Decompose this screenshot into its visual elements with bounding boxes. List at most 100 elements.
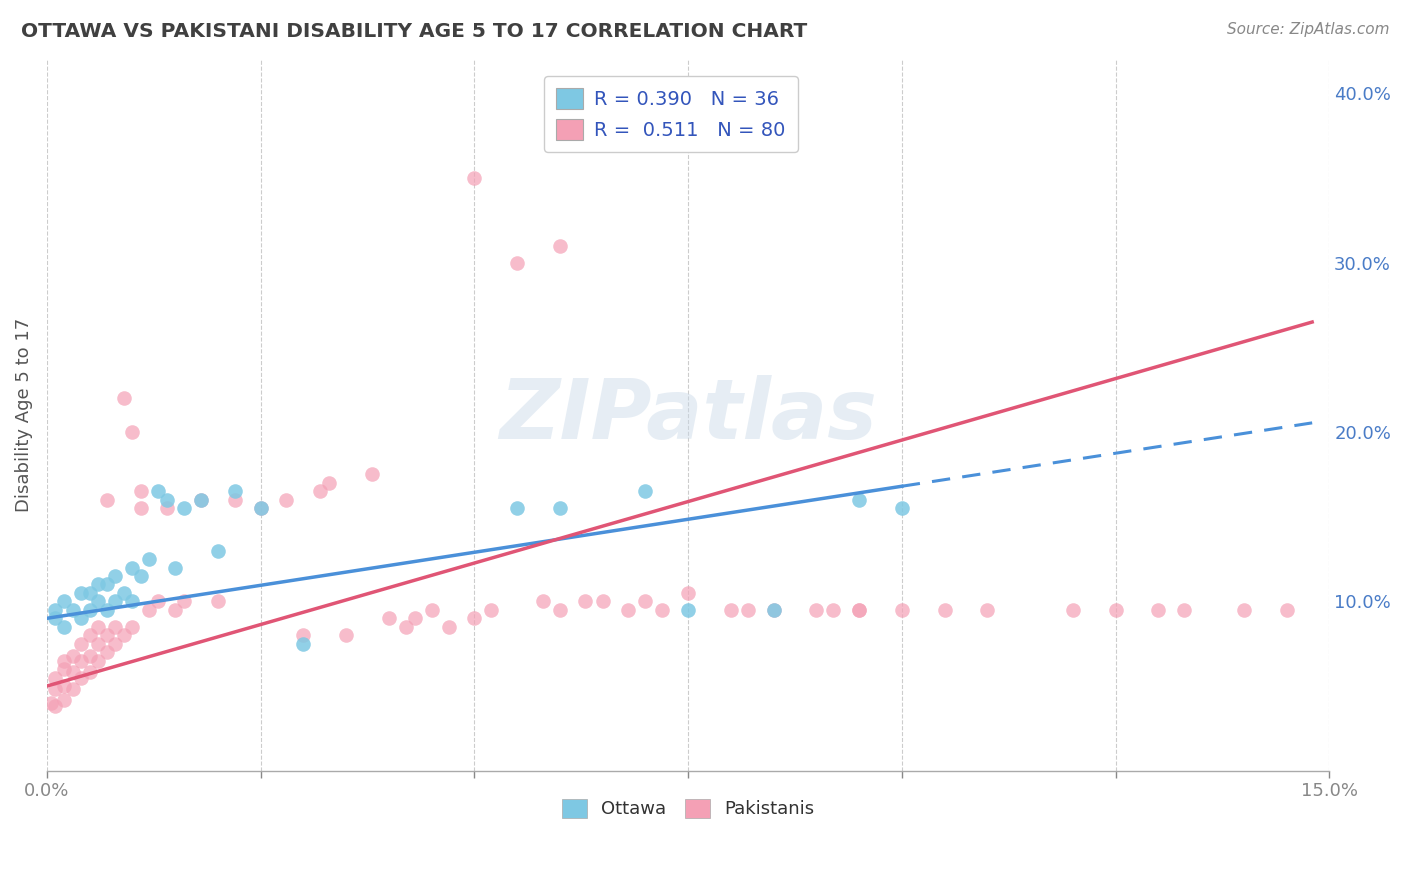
Point bbox=[70, 671, 93, 685]
Point bbox=[96, 577, 118, 591]
Point bbox=[976, 603, 998, 617]
Point bbox=[79, 648, 101, 663]
Point bbox=[104, 637, 127, 651]
Point bbox=[762, 603, 785, 617]
Point bbox=[506, 501, 529, 516]
Point bbox=[96, 645, 118, 659]
Point bbox=[62, 648, 84, 663]
Point bbox=[276, 492, 298, 507]
Legend: Ottawa, Pakistanis: Ottawa, Pakistanis bbox=[554, 791, 821, 826]
Point bbox=[309, 484, 332, 499]
Point bbox=[463, 611, 485, 625]
Point bbox=[481, 603, 503, 617]
Point bbox=[79, 586, 101, 600]
Point bbox=[318, 475, 340, 490]
Point bbox=[890, 603, 912, 617]
Point bbox=[506, 256, 529, 270]
Point bbox=[165, 603, 187, 617]
Point bbox=[165, 560, 187, 574]
Point bbox=[617, 603, 640, 617]
Point bbox=[651, 603, 673, 617]
Point bbox=[1173, 603, 1195, 617]
Point bbox=[848, 603, 870, 617]
Point bbox=[112, 391, 135, 405]
Point bbox=[762, 603, 785, 617]
Point bbox=[531, 594, 554, 608]
Y-axis label: Disability Age 5 to 17: Disability Age 5 to 17 bbox=[15, 318, 32, 512]
Point bbox=[53, 662, 76, 676]
Point bbox=[87, 654, 110, 668]
Point bbox=[634, 484, 657, 499]
Point bbox=[53, 692, 76, 706]
Point bbox=[44, 603, 66, 617]
Point bbox=[934, 603, 956, 617]
Point bbox=[173, 501, 195, 516]
Point bbox=[62, 603, 84, 617]
Point bbox=[129, 569, 152, 583]
Point bbox=[420, 603, 443, 617]
Point bbox=[129, 501, 152, 516]
Point bbox=[79, 628, 101, 642]
Point bbox=[53, 594, 76, 608]
Text: ZIPatlas: ZIPatlas bbox=[499, 375, 877, 456]
Point bbox=[574, 594, 596, 608]
Point bbox=[1104, 603, 1126, 617]
Point bbox=[155, 501, 177, 516]
Point bbox=[806, 603, 828, 617]
Point bbox=[70, 611, 93, 625]
Point bbox=[463, 171, 485, 186]
Point bbox=[53, 679, 76, 693]
Point bbox=[404, 611, 426, 625]
Point bbox=[890, 501, 912, 516]
Point bbox=[96, 603, 118, 617]
Point bbox=[112, 628, 135, 642]
Point bbox=[121, 560, 143, 574]
Point bbox=[1062, 603, 1084, 617]
Point bbox=[96, 628, 118, 642]
Text: OTTAWA VS PAKISTANI DISABILITY AGE 5 TO 17 CORRELATION CHART: OTTAWA VS PAKISTANI DISABILITY AGE 5 TO … bbox=[21, 22, 807, 41]
Point bbox=[53, 620, 76, 634]
Point bbox=[224, 492, 246, 507]
Point bbox=[592, 594, 614, 608]
Point bbox=[378, 611, 401, 625]
Point bbox=[138, 603, 160, 617]
Point bbox=[548, 501, 571, 516]
Point bbox=[155, 492, 177, 507]
Point bbox=[360, 467, 382, 482]
Point bbox=[129, 484, 152, 499]
Point bbox=[96, 492, 118, 507]
Point bbox=[548, 239, 571, 253]
Point bbox=[634, 594, 657, 608]
Point bbox=[44, 699, 66, 714]
Point bbox=[720, 603, 742, 617]
Point bbox=[70, 654, 93, 668]
Point bbox=[395, 620, 418, 634]
Point bbox=[53, 654, 76, 668]
Point bbox=[823, 603, 845, 617]
Point bbox=[173, 594, 195, 608]
Point bbox=[190, 492, 212, 507]
Point bbox=[87, 637, 110, 651]
Point bbox=[112, 586, 135, 600]
Point bbox=[292, 628, 315, 642]
Point bbox=[121, 425, 143, 439]
Point bbox=[121, 620, 143, 634]
Point bbox=[121, 594, 143, 608]
Point bbox=[70, 637, 93, 651]
Point bbox=[44, 671, 66, 685]
Point bbox=[146, 484, 169, 499]
Point bbox=[207, 594, 229, 608]
Point bbox=[70, 586, 93, 600]
Point bbox=[87, 594, 110, 608]
Point bbox=[44, 682, 66, 697]
Point bbox=[44, 611, 66, 625]
Point bbox=[104, 594, 127, 608]
Point bbox=[249, 501, 271, 516]
Point bbox=[39, 696, 62, 710]
Point bbox=[1275, 603, 1298, 617]
Point bbox=[190, 492, 212, 507]
Point bbox=[848, 492, 870, 507]
Point bbox=[676, 586, 699, 600]
Point bbox=[62, 665, 84, 680]
Point bbox=[87, 620, 110, 634]
